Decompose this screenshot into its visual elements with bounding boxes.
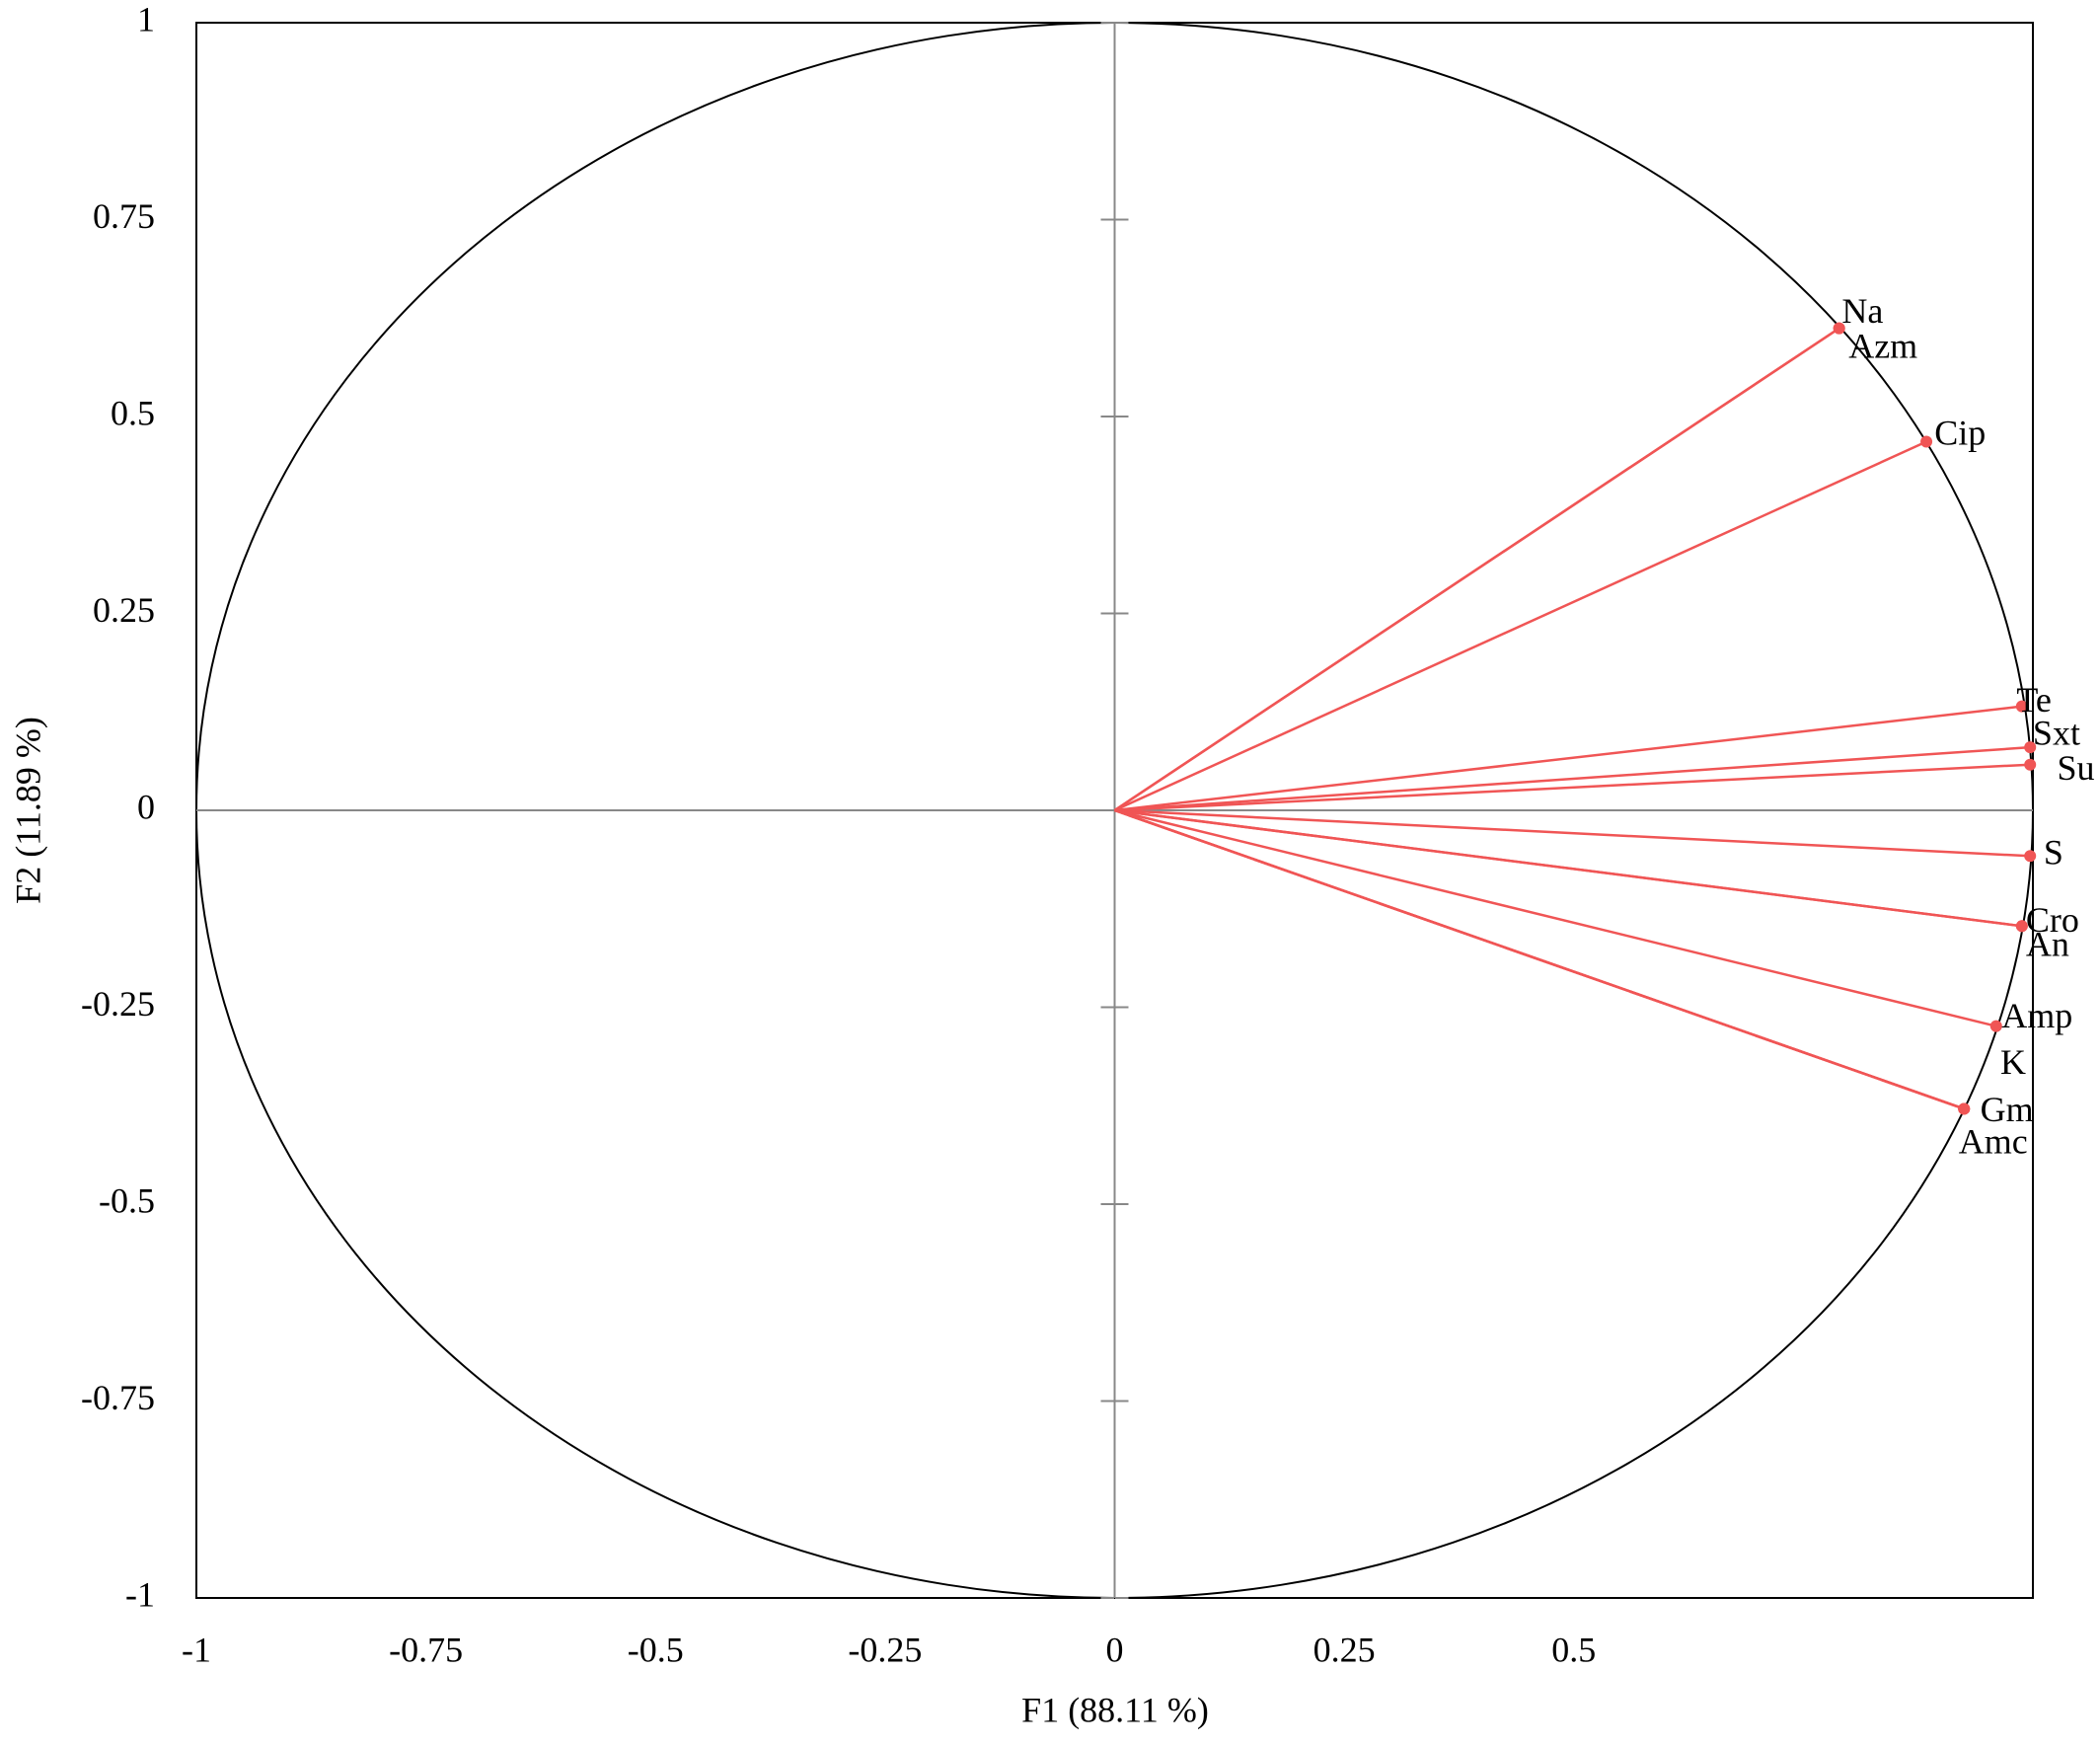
x-tick-label: -1 <box>182 1630 211 1669</box>
y-tick-label: -0.5 <box>99 1180 155 1220</box>
y-tick-label: 0.75 <box>93 196 155 236</box>
x-tick-label: -0.75 <box>389 1630 463 1669</box>
loading-vector <box>1114 745 2031 812</box>
loading-vector <box>1113 327 1840 812</box>
y-tick-label: 0.25 <box>93 590 155 630</box>
loading-vector <box>1114 763 2031 812</box>
loading-vector <box>1114 705 2022 812</box>
y-tick-label: 0.5 <box>111 393 155 432</box>
point-label: Sxt <box>2033 714 2080 753</box>
x-tick-label: 0 <box>1106 1630 1124 1669</box>
y-tick-label: -0.75 <box>81 1378 155 1417</box>
loading-vector <box>1113 440 1927 812</box>
point-label: Gm <box>1981 1090 2034 1129</box>
point <box>2024 850 2037 863</box>
point-label: Cro <box>2026 900 2079 940</box>
point-label: An <box>2026 924 2069 963</box>
x-axis-title: F1 (88.11 %) <box>1021 1690 1209 1729</box>
point-label: S <box>2044 833 2063 873</box>
point <box>1958 1102 1971 1115</box>
y-tick-label: 0 <box>137 787 155 826</box>
y-axis-title: F2 (11.89 %) <box>8 717 47 904</box>
x-tick-label: 0.5 <box>1551 1630 1596 1669</box>
x-tick-label: -0.5 <box>628 1630 684 1669</box>
point <box>2015 920 2028 933</box>
x-tick-label: -0.25 <box>848 1630 922 1669</box>
point <box>1920 435 1933 448</box>
loading-vector <box>1114 808 1965 1110</box>
loading-vector <box>1114 808 1997 1027</box>
point <box>2024 741 2037 754</box>
point-label: Amc <box>1959 1122 2028 1162</box>
point <box>1989 1020 2002 1032</box>
point-label: K <box>2000 1042 2026 1082</box>
loading-vector <box>1114 808 2022 928</box>
y-tick-label: -1 <box>125 1574 155 1614</box>
y-tick-label: 1 <box>137 0 155 38</box>
point-label: Na <box>1841 291 1883 331</box>
y-tick-label: -0.25 <box>81 984 155 1024</box>
point <box>2015 700 2028 713</box>
point-label: Te <box>2016 680 2051 720</box>
point-label: Su <box>2057 748 2094 788</box>
x-tick-label: 0.25 <box>1313 1630 1376 1669</box>
point <box>1833 322 1845 335</box>
loading-vector <box>1114 808 2031 858</box>
point-label: Cip <box>1934 413 1986 452</box>
point-label: Azm <box>1848 327 1917 366</box>
point <box>2024 758 2037 771</box>
point-label: Amp <box>2001 996 2072 1035</box>
